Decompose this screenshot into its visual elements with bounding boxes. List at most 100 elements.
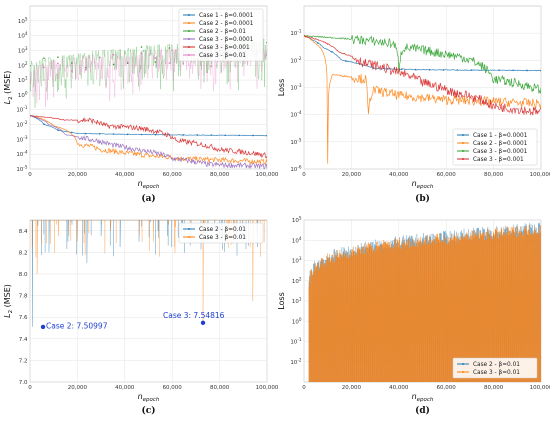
y-tick-label: 102 bbox=[292, 276, 302, 285]
series-marker bbox=[154, 133, 157, 136]
series-marker bbox=[112, 53, 115, 56]
y-axis-title: Loss bbox=[277, 292, 286, 310]
legend-marker bbox=[188, 30, 190, 32]
series-marker bbox=[112, 133, 115, 135]
y-tick-label: 105 bbox=[292, 216, 302, 225]
series-marker bbox=[414, 68, 417, 71]
y-tick-label: 10-1 bbox=[290, 29, 302, 38]
x-tick-label: 60,000 bbox=[163, 385, 183, 391]
legend-entry: Case 3 - β=0.001 bbox=[199, 45, 250, 51]
series-marker bbox=[331, 51, 333, 53]
legend-entry: Case 3 - β=0.01 bbox=[199, 53, 246, 59]
legend: Case 1 - β=0.0001 Case 2 - β=0.0001 Case 3… bbox=[452, 128, 538, 166]
series-group bbox=[30, 37, 267, 169]
y-tick-label: 10-1 bbox=[290, 337, 302, 346]
legend-marker bbox=[188, 54, 190, 56]
legend-marker bbox=[188, 14, 190, 16]
series-case-3-0-01 bbox=[308, 224, 541, 382]
series-marker bbox=[182, 62, 185, 65]
series-marker bbox=[224, 134, 226, 137]
y-tick-label: 103 bbox=[18, 46, 28, 55]
x-tick-label: 80,000 bbox=[484, 172, 504, 178]
series-case-3-0-0001 bbox=[30, 115, 267, 169]
series-marker bbox=[126, 61, 129, 64]
legend-entry: Case 2 - β=0.01 bbox=[473, 362, 520, 368]
y-tick-label: 10-4 bbox=[290, 110, 302, 119]
y-axis-title: L2 (MSE) bbox=[3, 71, 14, 105]
y-tick-label: 102 bbox=[18, 61, 28, 70]
series-case-3-0-0001 bbox=[304, 34, 541, 94]
legend-entry: Case 2 - β=0.0001 bbox=[199, 21, 254, 27]
series-marker bbox=[57, 56, 59, 59]
x-tick-label: 80,000 bbox=[210, 172, 230, 178]
x-tick-label: 100,000 bbox=[530, 172, 550, 178]
series-marker bbox=[470, 69, 473, 71]
legend-marker bbox=[188, 46, 190, 48]
y-tick-label: 10-2 bbox=[290, 56, 302, 64]
y-axis-title: L2 (MSE) bbox=[3, 284, 14, 318]
y-tick-label: 10-3 bbox=[16, 135, 28, 144]
y-tick-label: 10-1 bbox=[16, 105, 28, 114]
series-marker bbox=[210, 65, 213, 68]
legend: Case 1 - β=0.0001 Case 2 - β=0.0001 Case 2… bbox=[178, 8, 264, 62]
panel-label: (b) bbox=[415, 193, 430, 204]
x-tick-label: 100,000 bbox=[530, 385, 550, 391]
series-marker bbox=[43, 123, 45, 125]
series-marker bbox=[456, 69, 459, 71]
series-marker bbox=[266, 54, 267, 56]
y-tick-label: 7.8 bbox=[19, 294, 28, 300]
legend-marker bbox=[188, 22, 190, 24]
series-marker bbox=[84, 132, 87, 135]
series-case-2-0-0001 bbox=[30, 115, 267, 166]
legend-marker bbox=[462, 142, 464, 144]
y-tick-label: 10-5 bbox=[16, 165, 28, 174]
series-marker bbox=[154, 57, 157, 59]
series-marker bbox=[266, 41, 267, 44]
annotation-label: Case 2: 7.50997 bbox=[46, 321, 108, 330]
series-marker bbox=[43, 66, 45, 69]
series-marker bbox=[140, 52, 143, 55]
series-marker bbox=[526, 69, 528, 72]
series-marker bbox=[512, 69, 514, 72]
panel-label: (c) bbox=[142, 405, 156, 416]
legend-entry: Case 1 - β=0.0001 bbox=[473, 133, 528, 139]
legend-entry: Case 3 - β=0.001 bbox=[473, 157, 524, 163]
y-tick-label: 10-6 bbox=[290, 165, 302, 174]
y-tick-label: 101 bbox=[292, 297, 302, 306]
series-marker bbox=[43, 57, 45, 59]
series-marker bbox=[30, 64, 31, 67]
series-marker bbox=[540, 69, 541, 72]
series-case-1-0-0001 bbox=[30, 115, 267, 137]
panel-label: (a) bbox=[141, 193, 155, 204]
x-tick-label: 0 bbox=[28, 385, 32, 391]
series-marker bbox=[252, 134, 254, 137]
y-tick-label: 100 bbox=[292, 317, 302, 326]
series-marker bbox=[168, 47, 171, 49]
y-tick-label: 100 bbox=[18, 90, 28, 99]
legend-entry: Case 2 - β=0.0001 bbox=[473, 141, 528, 147]
y-tick-label: 8.2 bbox=[19, 250, 28, 256]
series-marker bbox=[98, 133, 101, 135]
legend-entry: Case 3 - β=0.01 bbox=[199, 235, 246, 241]
series-group bbox=[304, 34, 541, 164]
series-marker bbox=[498, 69, 500, 72]
y-tick-label: 7.2 bbox=[19, 358, 28, 364]
y-tick-label: 7.0 bbox=[19, 380, 28, 386]
annotation-point bbox=[200, 320, 206, 325]
legend-entry: Case 2 - β=0.01 bbox=[199, 227, 246, 233]
series-marker bbox=[71, 62, 73, 64]
series-marker bbox=[182, 134, 185, 136]
chart-panel-4: 0 20,000 40,000 60,000 80,000 100,000 10-2 10-1… bbox=[277, 216, 550, 417]
series-marker bbox=[196, 134, 199, 136]
x-tick-label: 0 bbox=[28, 172, 32, 178]
y-tick-label: 8.4 bbox=[19, 229, 28, 235]
x-tick-label: 20,000 bbox=[68, 172, 88, 178]
series-marker bbox=[57, 129, 59, 131]
legend-box bbox=[178, 222, 264, 244]
legend: Case 2 - β=0.01 Case 3 - β=0.01 bbox=[452, 357, 538, 379]
legend-marker bbox=[462, 150, 464, 152]
y-tick-label: 10-4 bbox=[16, 150, 28, 159]
series-marker bbox=[140, 133, 143, 136]
series-case-3-0-001 bbox=[30, 115, 267, 159]
series-case-2-0-0001 bbox=[304, 35, 541, 164]
